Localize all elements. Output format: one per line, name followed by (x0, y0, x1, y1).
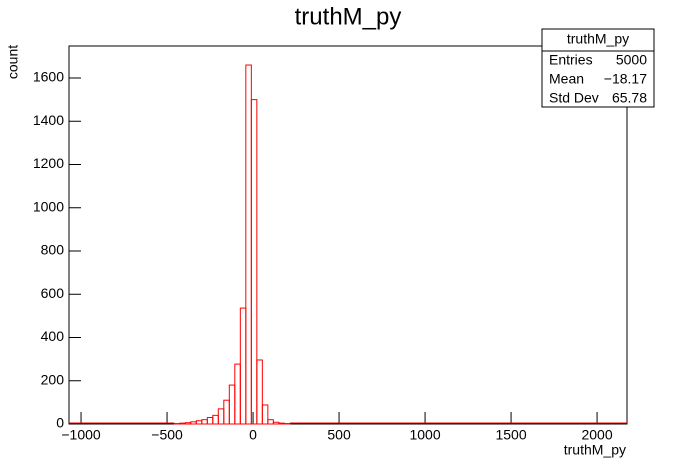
stats-box (541, 28, 655, 108)
x-tick-label: 1000 (409, 427, 440, 443)
bar (195, 420, 203, 425)
bar (278, 422, 285, 425)
bar (245, 64, 252, 425)
bar (261, 404, 269, 425)
y-tick-label: 200 (41, 371, 65, 387)
chart-title: truthM_py (295, 3, 402, 30)
y-tick-label: 1000 (33, 198, 64, 214)
bar (212, 414, 219, 425)
y-tick-label: 800 (41, 242, 65, 258)
stats-value: 5000 (616, 52, 647, 68)
bar (201, 419, 208, 425)
stats-value: 65.78 (612, 90, 647, 106)
x-tick-label: 500 (327, 427, 351, 443)
y-tick-label: 1600 (33, 69, 64, 85)
x-tick-label: −1000 (61, 427, 101, 443)
x-tick-label: 2000 (581, 427, 612, 443)
bar (267, 419, 274, 425)
bar (256, 359, 263, 425)
bar (234, 363, 241, 425)
x-tick-label: 0 (249, 427, 257, 443)
bar (190, 421, 197, 425)
x-tick-label: −500 (151, 427, 183, 443)
stats-value: −18.17 (604, 71, 647, 87)
bar (179, 422, 186, 425)
bar (228, 384, 236, 425)
y-tick-label: 1200 (33, 155, 64, 171)
y-tick-label: 1400 (33, 112, 64, 128)
y-tick-label: 0 (56, 415, 64, 431)
y-axis-label: count (5, 45, 21, 79)
bar (206, 417, 214, 425)
stats-label: Entries (549, 52, 593, 68)
plot-frame (68, 45, 628, 425)
bar (250, 99, 258, 425)
y-tick-label: 600 (41, 285, 65, 301)
stats-title: truthM_py (567, 31, 629, 47)
bar (272, 421, 280, 425)
bar (217, 408, 225, 425)
x-tick-label: 1500 (495, 427, 526, 443)
stats-label: Std Dev (549, 90, 599, 106)
y-tick-label: 400 (41, 328, 65, 344)
x-axis-label: truthM_py (564, 442, 626, 458)
bar (184, 422, 192, 425)
bar (223, 399, 230, 425)
bar (239, 307, 247, 425)
stats-label: Mean (549, 71, 584, 87)
